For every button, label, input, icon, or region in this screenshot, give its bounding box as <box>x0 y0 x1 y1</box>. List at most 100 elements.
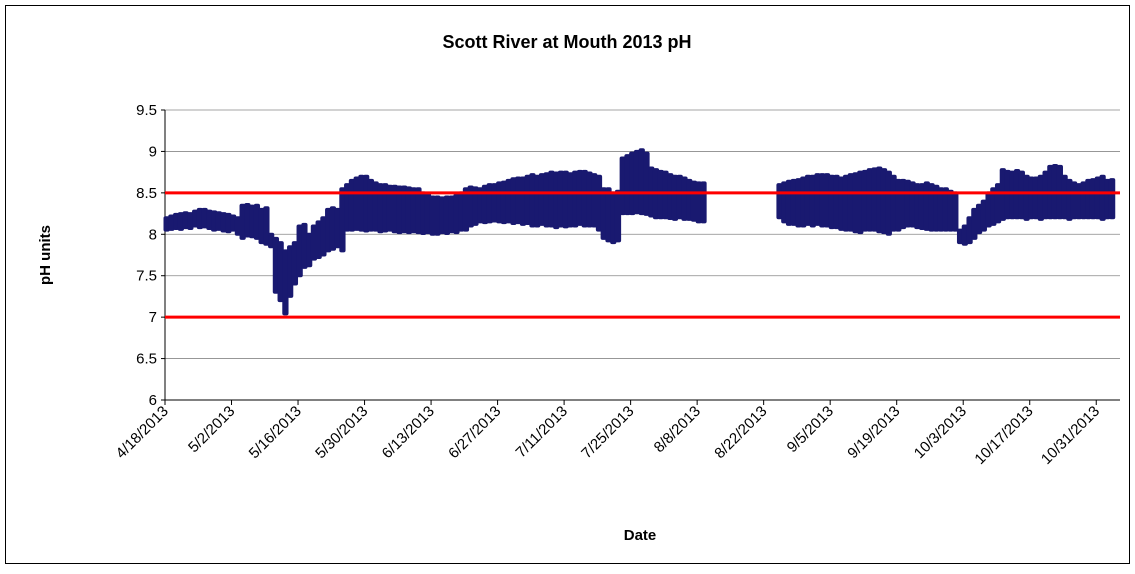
point-range <box>828 174 835 230</box>
point-range <box>325 207 332 253</box>
point-range <box>519 176 527 226</box>
point-range <box>415 187 422 235</box>
point-range <box>339 187 346 253</box>
point-range <box>163 216 170 232</box>
point-range <box>1108 178 1116 220</box>
point-range <box>187 212 194 230</box>
point-range <box>1099 174 1106 221</box>
point-range <box>1061 174 1068 220</box>
point-range <box>358 174 365 232</box>
point-range <box>1104 178 1111 220</box>
point-range <box>1070 181 1078 220</box>
point-range <box>258 207 265 245</box>
point-range <box>823 173 831 228</box>
point-range <box>966 216 973 245</box>
y-tick-label: 7.5 <box>136 268 157 285</box>
point-range <box>173 212 180 230</box>
point-range <box>1042 170 1049 220</box>
point-range <box>619 156 626 216</box>
point-range <box>662 170 669 220</box>
point-range <box>443 195 451 235</box>
point-range <box>880 168 888 235</box>
point-range <box>391 184 398 234</box>
point-range <box>225 212 232 234</box>
point-range <box>1032 176 1040 220</box>
point-range <box>686 178 693 221</box>
point-range <box>952 191 959 232</box>
point-range <box>586 171 593 228</box>
point-range <box>857 170 864 235</box>
point-range <box>918 183 926 230</box>
point-range <box>961 224 968 246</box>
point-range <box>306 232 313 268</box>
point-range <box>785 179 793 226</box>
point-range <box>315 220 322 259</box>
point-range <box>553 171 560 230</box>
point-range <box>196 207 204 230</box>
point-range <box>434 195 441 236</box>
y-tick-label: 6.5 <box>136 351 157 368</box>
point-range <box>676 174 683 220</box>
point-range <box>206 209 213 230</box>
point-range <box>168 214 175 231</box>
point-range <box>804 174 812 226</box>
point-range <box>244 202 251 238</box>
chart-title: Scott River at Mouth 2013 pH <box>442 32 691 52</box>
point-range <box>424 193 432 235</box>
point-range <box>401 185 408 234</box>
point-range <box>429 195 436 236</box>
point-range <box>458 191 465 232</box>
point-range <box>629 151 636 216</box>
point-range <box>538 173 546 226</box>
point-range <box>833 174 840 230</box>
point-range <box>700 181 707 224</box>
point-range <box>334 207 341 249</box>
point-range <box>956 228 964 245</box>
point-range <box>671 174 679 221</box>
y-tick-label: 7 <box>149 309 157 326</box>
point-range <box>576 169 584 226</box>
point-range <box>1009 170 1016 220</box>
point-range <box>1037 174 1044 221</box>
point-range <box>814 173 821 226</box>
point-range <box>876 166 883 234</box>
point-range <box>524 174 531 226</box>
point-range <box>363 174 370 233</box>
point-range <box>1023 174 1030 221</box>
point-range <box>282 249 289 316</box>
point-range <box>548 170 555 228</box>
point-range <box>971 207 978 240</box>
point-range <box>690 180 698 222</box>
point-range <box>1089 178 1097 220</box>
point-range <box>614 189 622 243</box>
point-range <box>885 170 892 236</box>
point-range <box>410 187 417 234</box>
point-range <box>985 191 992 228</box>
point-range <box>1018 170 1025 220</box>
point-range <box>657 169 664 220</box>
point-range <box>633 149 641 215</box>
y-axis-label: pH units <box>37 225 54 285</box>
point-range <box>638 148 645 216</box>
point-range <box>980 199 987 232</box>
point-range <box>253 203 261 240</box>
point-range <box>296 224 303 278</box>
y-tick-label: 9 <box>149 143 157 160</box>
point-range <box>472 186 479 226</box>
point-range <box>1080 181 1087 220</box>
point-range <box>667 173 674 221</box>
y-tick-label: 9.5 <box>136 102 157 119</box>
point-range <box>353 176 360 231</box>
y-tick-label: 8.5 <box>136 185 157 202</box>
point-range <box>847 173 854 232</box>
point-range <box>439 196 446 235</box>
point-range <box>842 174 850 232</box>
point-range <box>534 174 541 228</box>
point-range <box>999 168 1006 221</box>
point-range <box>871 167 878 232</box>
point-range <box>795 178 802 228</box>
point-range <box>515 176 522 225</box>
point-range <box>277 241 284 303</box>
point-range <box>529 173 536 228</box>
